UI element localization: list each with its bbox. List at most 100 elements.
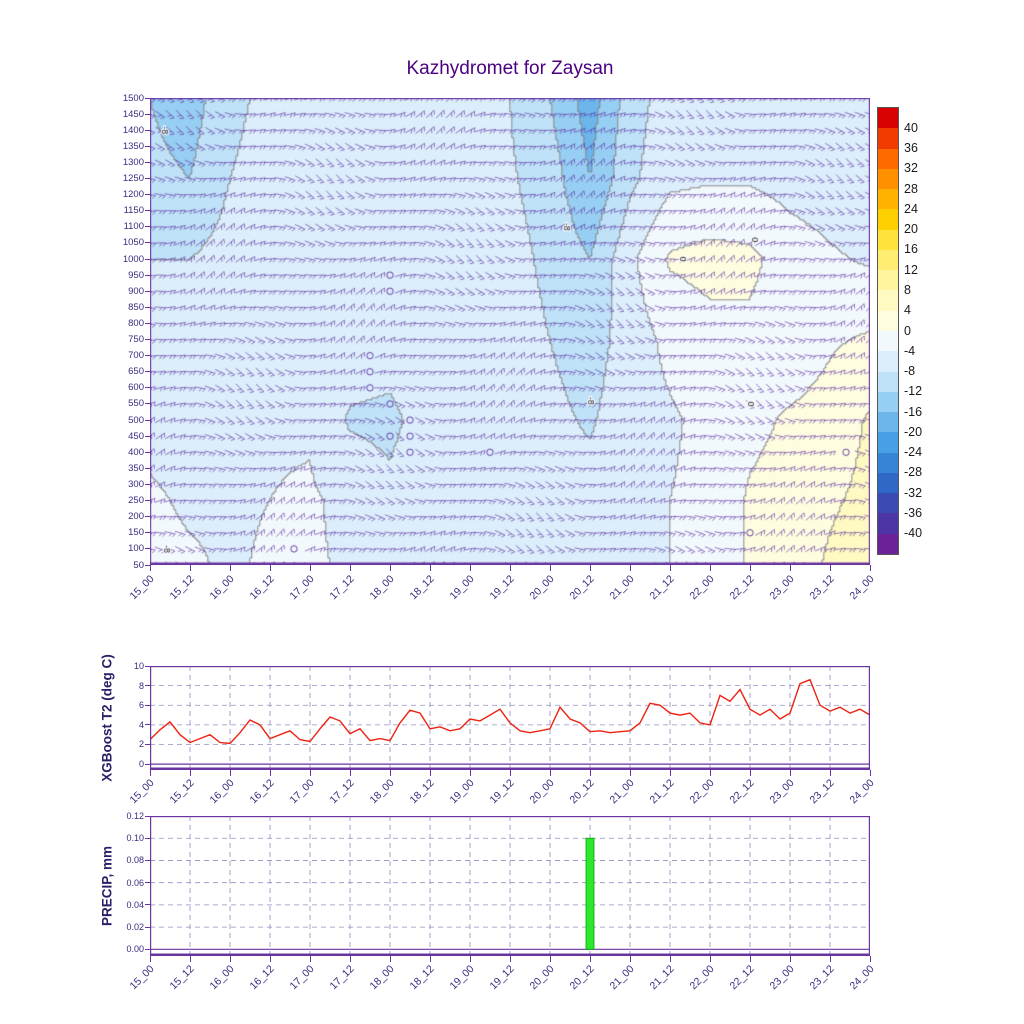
precip-tick-label: 0.02	[126, 922, 144, 933]
t2-tick-label: 2	[138, 739, 144, 750]
x-tick-mark	[829, 956, 831, 962]
y-tick-mark	[145, 516, 150, 518]
colorbar-segment	[878, 310, 898, 332]
height-tick-label: 400	[128, 446, 144, 458]
t2-line	[150, 678, 870, 745]
height-tick-label: 50	[133, 559, 144, 571]
x-tick-mark	[469, 956, 471, 962]
x-tick-mark	[709, 565, 711, 571]
x-tick-mark	[669, 770, 671, 776]
y-tick-mark	[145, 145, 150, 147]
y-tick-mark	[145, 564, 150, 566]
x-tick-mark	[589, 770, 591, 776]
x-tick-mark	[789, 770, 791, 776]
colorbar-tick-label: -24	[904, 445, 923, 460]
t2-tick-label: 8	[138, 680, 144, 691]
y-tick-mark	[145, 743, 150, 745]
x-tick-mark	[829, 565, 831, 571]
x-tick-label-text: 19_00	[447, 573, 477, 603]
x-tick-mark	[309, 770, 311, 776]
page-title: Kazhydromet for Zaysan	[406, 58, 614, 79]
x-tick-mark	[429, 770, 431, 776]
x-tick-label-text: 16_00	[207, 573, 237, 603]
precip-tick-label: 0.12	[126, 811, 144, 821]
height-tick-label: 250	[128, 495, 144, 507]
x-tick-mark	[749, 770, 751, 776]
y-tick-mark	[145, 113, 150, 115]
colorbar-tick-label: -32	[904, 485, 923, 500]
x-tick-label-text: 22_12	[727, 573, 757, 603]
x-tick-label-text: 16_00	[207, 777, 237, 807]
x-tick-mark	[389, 770, 391, 776]
x-tick-mark	[549, 565, 551, 571]
colorbar-tick-label: -16	[904, 404, 923, 419]
height-tick-label: 1250	[122, 173, 144, 185]
x-tick-label-text: 23_12	[807, 573, 837, 603]
x-tick-label-text: 18_12	[407, 777, 437, 807]
colorbar-segment	[878, 391, 898, 413]
t2-line-chart	[150, 666, 870, 770]
height-tick-label: 1100	[123, 221, 144, 233]
height-tick-label: 1150	[123, 205, 144, 217]
x-tick-mark	[349, 565, 351, 571]
height-tick-label: 650	[128, 366, 144, 378]
x-tick-mark	[709, 770, 711, 776]
x-tick-mark	[789, 956, 791, 962]
panel-frame	[150, 666, 870, 770]
x-tick-label-text: 21_00	[607, 777, 637, 807]
y-tick-mark	[145, 194, 150, 196]
height-tick-label: 1500	[122, 92, 144, 104]
x-tick-mark	[589, 956, 591, 962]
x-tick-label-text: 18_00	[367, 963, 397, 993]
x-tick-mark	[269, 565, 271, 571]
precip-bar-chart	[150, 816, 870, 956]
x-tick-mark	[309, 956, 311, 962]
temperature-contour-wind-canvas	[150, 98, 870, 565]
x-tick-label-text: 23_00	[767, 777, 797, 807]
height-tick-label: 1450	[122, 108, 144, 120]
x-tick-mark	[349, 770, 351, 776]
colorbar-segment	[878, 331, 898, 352]
height-tick-label: 300	[128, 478, 144, 490]
height-tick-label: 1050	[122, 237, 144, 249]
x-tick-mark	[229, 565, 231, 571]
x-tick-label-text: 17_00	[287, 963, 317, 993]
y-tick-mark	[145, 242, 150, 244]
y-tick-mark	[145, 339, 150, 341]
precip-tick-label: 0.06	[126, 877, 144, 888]
x-tick-label-text: 15_00	[127, 777, 157, 807]
x-tick-label-text: 20_12	[567, 963, 597, 993]
y-tick-mark	[145, 532, 150, 534]
x-tick-mark	[189, 565, 191, 571]
x-tick-label-text: 16_00	[207, 963, 237, 993]
x-tick-mark	[869, 565, 871, 571]
x-tick-label-text: 17_12	[327, 573, 357, 603]
y-tick-mark	[145, 815, 150, 817]
colorbar-segment	[878, 209, 898, 231]
height-tick-label: 100	[128, 543, 144, 555]
colorbar-segment	[878, 493, 898, 514]
x-tick-label-text: 15_00	[127, 573, 157, 603]
x-tick-label-text: 24_00	[847, 777, 877, 807]
y-tick-mark	[145, 226, 150, 228]
x-tick-mark	[429, 565, 431, 571]
y-tick-mark	[145, 763, 150, 765]
y-tick-mark	[145, 685, 150, 687]
height-tick-label: 200	[128, 511, 144, 523]
colorbar-tick-label: -4	[904, 343, 916, 358]
colorbar-segment	[878, 351, 898, 373]
y-tick-mark	[145, 467, 150, 469]
colorbar-tick-label: 12	[904, 262, 918, 277]
x-tick-label-text: 15_00	[127, 963, 157, 993]
x-tick-mark	[269, 770, 271, 776]
x-tick-label-text: 22_12	[727, 777, 757, 807]
y-tick-mark	[145, 859, 150, 861]
x-tick-label-text: 22_00	[687, 777, 717, 807]
x-tick-label-text: 16_12	[247, 777, 277, 807]
height-tick-label: 900	[128, 285, 144, 297]
colorbar-tick-label: 40	[904, 120, 918, 135]
height-tick-label: 500	[128, 414, 144, 426]
y-tick-mark	[145, 306, 150, 308]
x-tick-label-text: 21_00	[607, 963, 637, 993]
x-tick-mark	[749, 565, 751, 571]
